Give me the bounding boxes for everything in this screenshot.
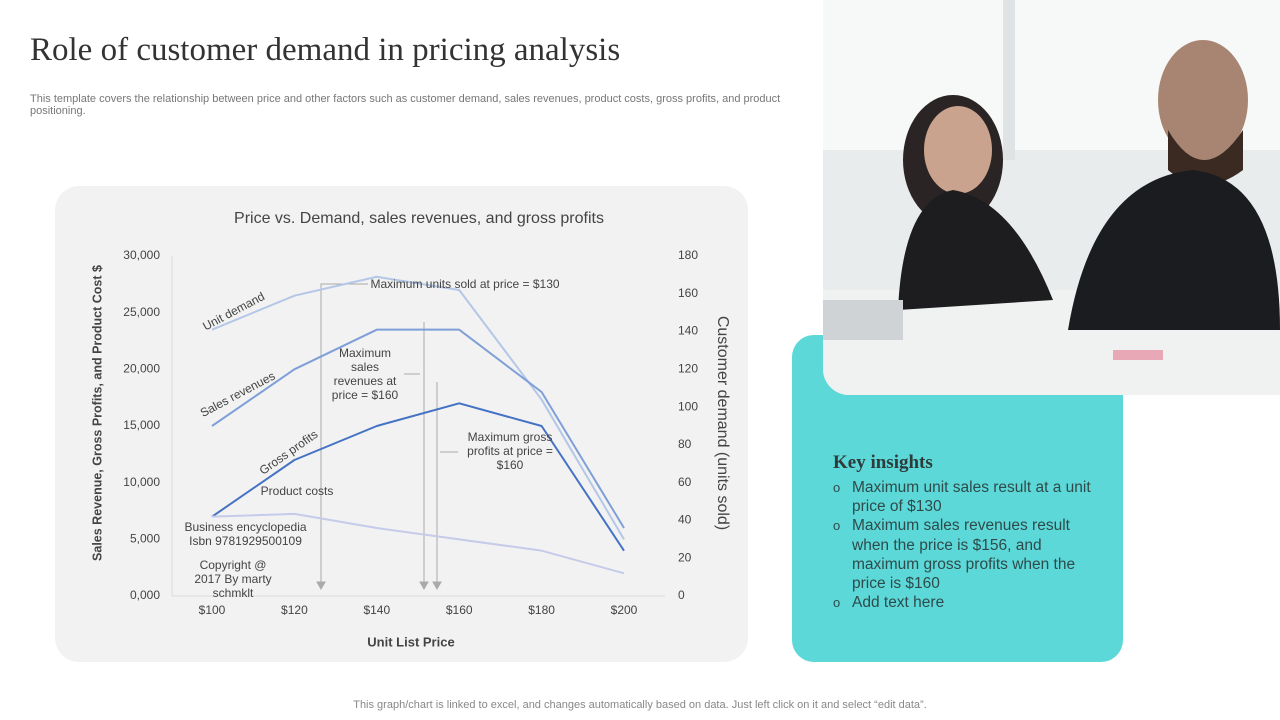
chart-title: Price vs. Demand, sales revenues, and gr… [234,210,604,227]
x-tick-label: $140 [363,603,390,617]
x-tick-label: $200 [611,603,638,617]
y2-tick-label: 180 [678,248,698,262]
series-line [211,402,625,552]
annotation: Maximum gross profits at price = $160 [467,430,553,472]
y2-axis-title: Customer demand (units sold) [714,316,731,530]
y-tick-label: 30,000 [123,248,160,262]
x-tick-label: $160 [446,603,473,617]
x-tick-label: $100 [199,603,226,617]
series-line [211,512,625,575]
series-line [211,328,625,529]
y2-tick-label: 160 [678,286,698,300]
y2-tick-label: 60 [678,475,692,489]
insight-item: Add text here [833,593,1093,612]
arrows [316,283,458,591]
y-tick-label: 0,000 [130,588,160,602]
y2-tick-label: 80 [678,437,692,451]
y2-tick-label: 0 [678,588,685,602]
annotation: Product costs [260,484,334,498]
y-tick-label: 20,000 [123,362,160,376]
insight-heading: Key insights [833,452,933,473]
y2-tick-label: 20 [678,550,692,564]
annotation: Copyright @ 2017 By marty schmklt [194,558,272,600]
photo [823,0,1280,395]
y-axis-title: Sales Revenue, Gross Profits, and Produc… [90,265,104,561]
y2-tick-label: 100 [678,399,698,413]
y2-tick-label: 120 [678,362,698,376]
insight-item: Maximum sales revenues result when the p… [833,516,1093,593]
slide-title: Role of customer demand in pricing analy… [30,32,621,68]
y-tick-label: 15,000 [123,418,160,432]
y2-tick-label: 40 [678,513,692,527]
slide-subtitle: This template covers the relationship be… [30,93,781,117]
footer-note: This graph/chart is linked to excel, and… [353,699,927,711]
chart-card [55,186,748,662]
series-label: Sales revenues [198,369,278,420]
insight-list: Maximum unit sales result at a unit pric… [833,478,1093,613]
x-tick-label: $180 [528,603,555,617]
y-tick-label: 10,000 [123,475,160,489]
y2-tick-label: 140 [678,324,698,338]
annotation: Maximum units sold at price = $130 [370,277,560,291]
x-axis-title: Unit List Price [367,634,454,649]
y-tick-label: 5,000 [130,532,160,546]
photo-art [823,0,1280,395]
annotation: Maximum sales revenues at price = $160 [331,346,399,402]
insight-item: Maximum unit sales result at a unit pric… [833,478,1093,516]
x-tick-label: $120 [281,603,308,617]
annotation: Business encyclopedia Isbn 9781929500109 [184,520,307,548]
series-line [211,275,625,540]
y-tick-label: 25,000 [123,305,160,319]
